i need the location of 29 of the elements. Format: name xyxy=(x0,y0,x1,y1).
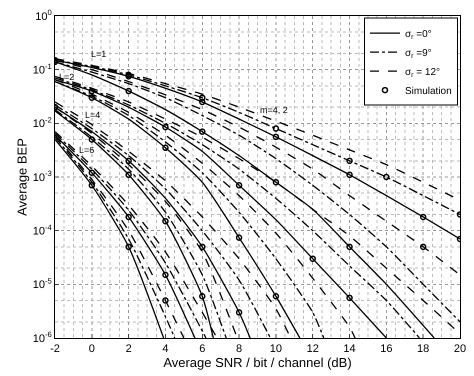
x-tick-label: 2 xyxy=(126,343,132,356)
x-tick-label: 6 xyxy=(199,343,206,356)
y-tick-label: 10$^{-4}$ xyxy=(32,222,53,238)
y-tick-label: 10$^{-6}$ xyxy=(32,330,52,345)
x-axis-title: Average SNR / bit / channel (dB) xyxy=(163,355,352,370)
x-tick-label: 18 xyxy=(417,343,430,356)
y-tick-label: 10$^{0}$ xyxy=(35,8,52,23)
y-tick-label: 10$^{-2}$ xyxy=(32,116,52,130)
annotation: m=4, 2 xyxy=(260,105,288,115)
legend-label: σ$_{r}$ = 12° xyxy=(404,67,440,80)
x-tick-label: 8 xyxy=(236,343,242,356)
legend-label: Simulation xyxy=(404,86,452,98)
y-tick-label: 10$^{-3}$ xyxy=(32,169,52,184)
y-tick-label: 10$^{-5}$ xyxy=(32,276,52,292)
x-tick-label: 10 xyxy=(270,343,282,356)
legend-label: σ$_{r}$ =0° xyxy=(404,29,432,42)
x-tick-label: 14 xyxy=(343,343,356,356)
y-axis-title: Average BEP xyxy=(14,138,30,216)
legend-label: σ$_{r}$ =9° xyxy=(404,48,432,60)
annotation: L=4 xyxy=(85,110,100,120)
x-tick-label: 4 xyxy=(162,343,169,356)
x-tick-label: 12 xyxy=(306,343,319,356)
annotation: L=6 xyxy=(79,145,94,155)
annotation: L=1 xyxy=(91,49,106,59)
x-tick-label: 16 xyxy=(380,343,392,356)
y-tick-label: 10$^{-1}$ xyxy=(32,62,52,77)
x-tick-label: 20 xyxy=(454,343,466,356)
x-tick-label: 0 xyxy=(88,343,95,356)
x-tick-label: -2 xyxy=(50,343,60,356)
